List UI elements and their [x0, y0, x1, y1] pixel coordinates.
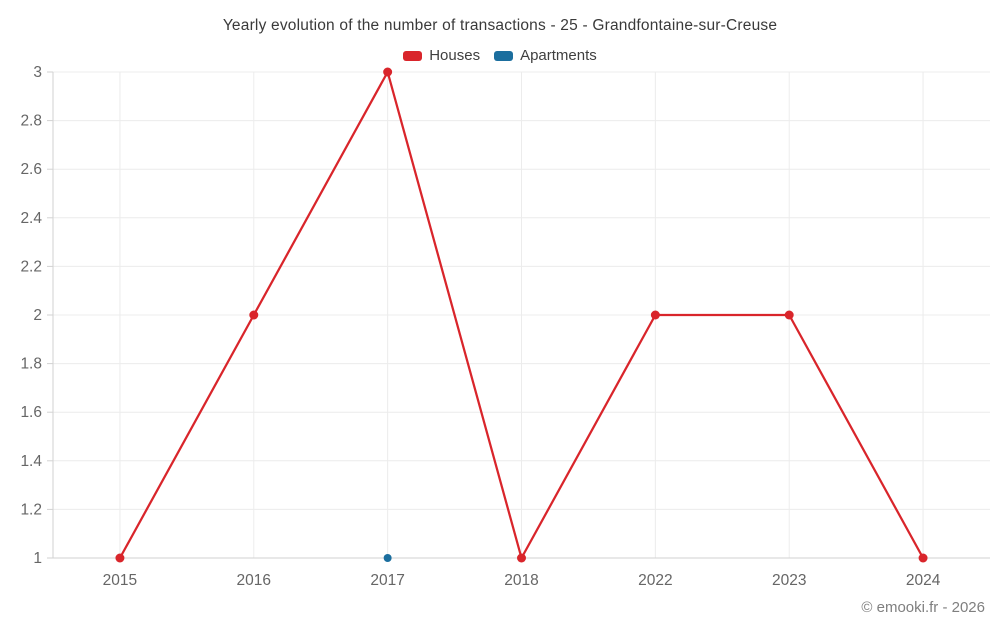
x-tick-label-2017: 2017 — [370, 572, 404, 589]
y-tick-label: 1.6 — [20, 404, 42, 421]
y-tick-label: 2.2 — [20, 258, 42, 275]
y-tick-label: 1.8 — [20, 356, 42, 373]
data-point-houses-2015[interactable] — [115, 553, 125, 563]
x-tick-label-2023: 2023 — [772, 572, 806, 589]
y-tick-label: 1 — [33, 550, 42, 567]
data-point-apartments-2017[interactable] — [383, 554, 392, 562]
y-tick-label: 1.2 — [20, 501, 42, 518]
x-tick-label-2016: 2016 — [237, 572, 271, 589]
y-tick-label: 2.6 — [20, 161, 42, 178]
houses-color-swatch — [403, 50, 423, 61]
apartments-color-swatch — [494, 50, 514, 61]
y-tick-label: 2.8 — [20, 113, 42, 130]
data-point-houses-2016[interactable] — [249, 310, 259, 320]
x-tick-label-2015: 2015 — [103, 572, 137, 589]
y-tick-label: 2.4 — [20, 210, 42, 227]
data-point-houses-2023[interactable] — [784, 310, 794, 320]
x-tick-label-2018: 2018 — [504, 572, 538, 589]
x-tick-label-2024: 2024 — [906, 572, 941, 589]
data-point-houses-2017[interactable] — [383, 67, 393, 77]
data-point-houses-2018[interactable] — [517, 553, 526, 563]
copyright: © emooki.fr - 2026 — [861, 599, 985, 616]
legend-label-houses: Houses — [429, 47, 481, 64]
x-tick-label-2022: 2022 — [638, 572, 672, 589]
y-tick-label: 1.4 — [20, 453, 42, 470]
y-tick-label: 2 — [33, 307, 42, 324]
chart-title: Yearly evolution of the number of transa… — [222, 17, 778, 34]
legend-label-apartments: Apartments — [520, 47, 597, 64]
data-point-houses-2022[interactable] — [650, 310, 660, 320]
legend-item-apartments[interactable]: Apartments — [494, 47, 597, 64]
y-tick-label: 3 — [33, 64, 42, 81]
legend-item-houses[interactable]: Houses — [403, 47, 480, 64]
data-point-houses-2024[interactable] — [918, 553, 928, 563]
legend: Houses Apartments — [0, 47, 1000, 64]
